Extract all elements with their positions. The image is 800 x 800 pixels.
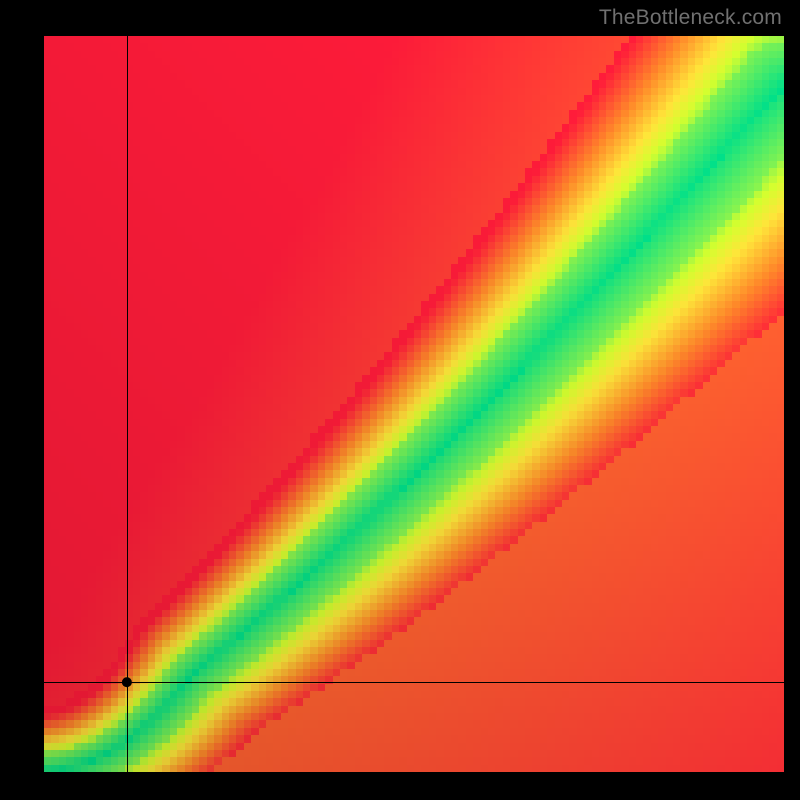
chart-container: TheBottleneck.com (0, 0, 800, 800)
bottleneck-heatmap (0, 0, 800, 800)
